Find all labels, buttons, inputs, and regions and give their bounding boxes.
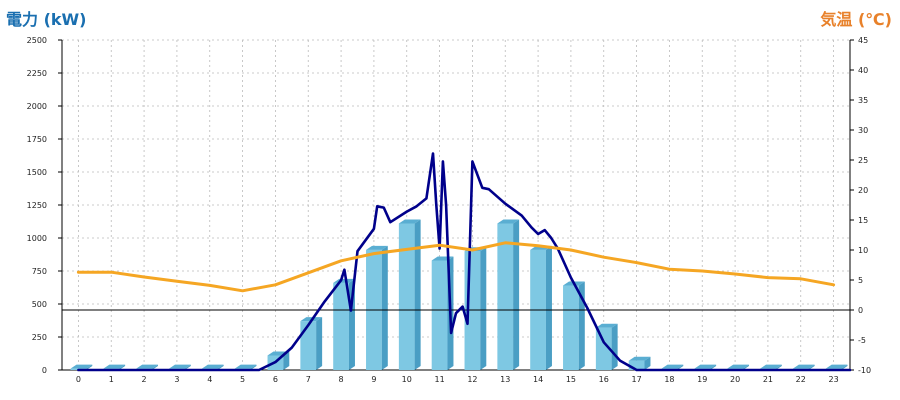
x-tick-label: 23 [828, 375, 838, 384]
bar-top [760, 364, 782, 369]
x-tick-label: 11 [434, 375, 444, 384]
x-tick-label: 13 [500, 375, 510, 384]
bar-side [644, 356, 651, 370]
right-tick-label: 15 [858, 216, 868, 225]
temperature-line [76, 241, 836, 293]
x-tick-label: 21 [763, 375, 773, 384]
bar [595, 327, 612, 370]
x-tick-label: 15 [566, 375, 576, 384]
bar-top [234, 364, 257, 369]
bar-side [184, 364, 191, 370]
x-tick-label: 20 [730, 375, 740, 384]
bar-top [366, 245, 388, 250]
bar-top [595, 323, 618, 328]
right-tick-label: 30 [858, 126, 868, 135]
left-tick-label: 750 [32, 267, 47, 276]
x-tick-label: 22 [796, 375, 806, 384]
right-axis-title: 気温 (℃) [820, 10, 892, 29]
left-tick-label: 250 [32, 333, 47, 342]
bar-top [661, 364, 684, 369]
bar-side [217, 364, 224, 370]
left-tick-label: 1250 [27, 201, 47, 210]
right-tick-label: 45 [858, 36, 868, 45]
x-tick-label: 2 [142, 375, 147, 384]
bar-top [825, 364, 848, 369]
right-tick-label: 10 [858, 246, 868, 255]
right-tick-label: -10 [858, 366, 871, 375]
right-tick-label: 20 [858, 186, 868, 195]
bar-side [710, 364, 717, 370]
bar-side [381, 245, 388, 370]
x-tick-label: 0 [76, 375, 81, 384]
bar-side [151, 364, 158, 370]
left-tick-label: 500 [32, 300, 47, 309]
bar-side [775, 364, 782, 370]
left-tick-label: 2000 [27, 102, 47, 111]
bar-side [480, 247, 487, 370]
left-tick-label: 1500 [27, 168, 47, 177]
bar-side [283, 351, 290, 370]
right-tick-label: 25 [858, 156, 868, 165]
bar-top [169, 364, 191, 369]
bar-top [727, 364, 749, 369]
bar-side [86, 364, 93, 370]
bar-side [250, 364, 257, 370]
x-tick-label: 9 [371, 375, 376, 384]
bar-side [677, 364, 684, 370]
bar-top [136, 364, 158, 369]
bar [628, 360, 645, 370]
x-tick-label: 8 [339, 375, 344, 384]
x-tick-label: 3 [174, 375, 179, 384]
bar [431, 260, 448, 370]
bar-top [792, 364, 815, 369]
right-tick-label: -5 [858, 336, 866, 345]
left-tick-label: 1000 [27, 234, 47, 243]
bar-side [808, 364, 815, 370]
x-tick-label: 16 [599, 375, 609, 384]
bar [563, 285, 579, 370]
bar-side [513, 219, 520, 370]
left-tick-label: 1750 [27, 135, 47, 144]
x-tick-label: 10 [402, 375, 412, 384]
x-tick-label: 19 [697, 375, 707, 384]
x-tick-label: 4 [207, 375, 212, 384]
bar-top [103, 364, 126, 369]
x-tick-label: 17 [631, 375, 641, 384]
power-line [77, 152, 852, 372]
bar-side [119, 364, 126, 370]
bar-top [70, 364, 93, 369]
x-tick-label: 7 [306, 375, 311, 384]
x-tick-label: 6 [273, 375, 278, 384]
right-tick-label: 40 [858, 66, 868, 75]
x-tick-label: 1 [109, 375, 114, 384]
x-tick-label: 18 [664, 375, 674, 384]
bar-side [742, 364, 749, 370]
bar-side [841, 364, 848, 370]
right-tick-label: 35 [858, 96, 868, 105]
left-axis-title: 電力 (kW) [6, 10, 87, 29]
bar [300, 321, 317, 370]
bar-top [201, 364, 224, 369]
bar-top [694, 364, 717, 369]
bar-side [611, 323, 618, 370]
left-tick-label: 0 [42, 366, 47, 375]
left-tick-label: 2500 [27, 36, 47, 45]
bar-top [497, 219, 520, 224]
left-tick-label: 2250 [27, 69, 47, 78]
right-tick-label: 0 [858, 306, 863, 315]
bar [497, 223, 514, 370]
bar [398, 223, 415, 370]
bar-side [316, 317, 323, 370]
x-tick-label: 14 [533, 375, 543, 384]
bar-side [545, 245, 552, 370]
bar-side [578, 281, 585, 370]
x-tick-label: 12 [467, 375, 477, 384]
x-tick-label: 5 [240, 375, 245, 384]
bar [333, 282, 349, 370]
bar-top [628, 356, 651, 361]
bar-top [398, 219, 421, 224]
bar-side [414, 219, 421, 370]
right-tick-label: 5 [858, 276, 863, 285]
